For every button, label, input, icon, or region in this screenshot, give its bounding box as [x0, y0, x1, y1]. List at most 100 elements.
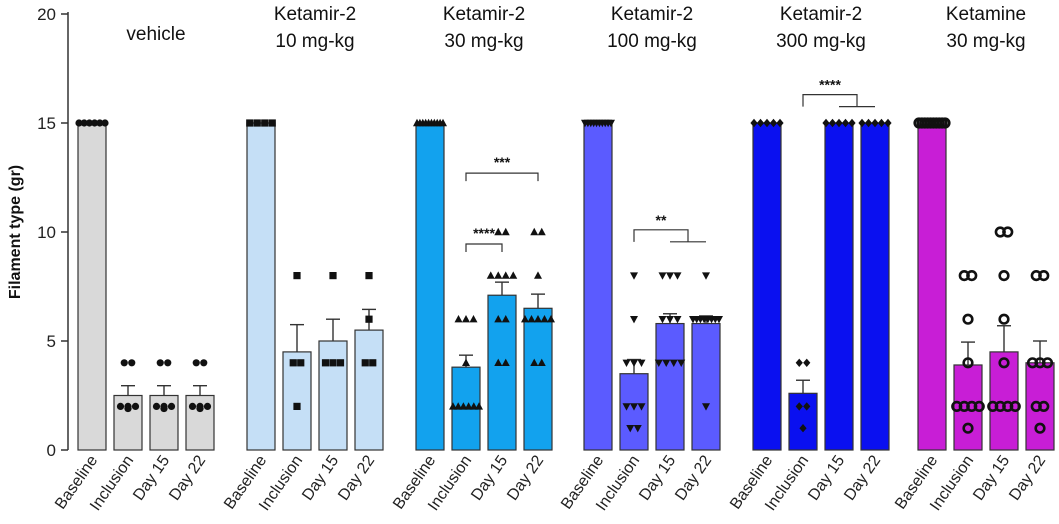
- significance-label: ****: [819, 77, 841, 93]
- data-point: [116, 402, 125, 410]
- data-point: [998, 357, 1010, 369]
- y-tick-label: 5: [47, 332, 56, 351]
- data-point: [200, 359, 208, 367]
- data-point: [962, 422, 974, 434]
- data-point: [293, 272, 301, 280]
- data-point: [822, 118, 830, 128]
- x-tick-label: Day 22: [841, 452, 884, 503]
- data-point: [501, 271, 510, 279]
- bar-baseline: [583, 122, 613, 451]
- data-point: [530, 358, 539, 366]
- bar-day-15: [824, 122, 854, 451]
- bar-baseline: [917, 122, 947, 451]
- y-axis: 0 5 10 15 20: [37, 5, 69, 460]
- bar-baseline: [415, 122, 445, 451]
- data-point: [803, 358, 811, 367]
- data-point: [91, 119, 99, 127]
- data-point: [973, 400, 985, 413]
- data-point: [537, 358, 546, 366]
- data-point: [622, 359, 631, 367]
- data-point: [630, 359, 638, 367]
- data-point: [1038, 400, 1050, 413]
- data-point: [365, 315, 373, 323]
- data-point: [530, 227, 539, 236]
- y-axis-label: Filament type (gr): [7, 165, 24, 299]
- data-point: [756, 118, 765, 128]
- data-point: [658, 272, 667, 280]
- data-point: [96, 119, 104, 127]
- data-point: [871, 118, 879, 128]
- data-point: [494, 358, 503, 366]
- group-label: Ketamir-2 300 mg-kg: [776, 4, 866, 52]
- significance-bracket: [633, 229, 706, 243]
- data-point: [101, 119, 109, 127]
- bar-baseline: [77, 122, 107, 451]
- data-point: [630, 403, 638, 411]
- data-point: [998, 313, 1010, 325]
- significance-bracket: [465, 172, 539, 182]
- data-point: [469, 315, 478, 323]
- data-point: [459, 402, 468, 410]
- data-point: [750, 118, 758, 128]
- data-point: [475, 402, 483, 410]
- group-label-line: Ketamir-2: [611, 4, 693, 25]
- group-label-line: 100 mg-kg: [607, 31, 697, 52]
- data-point: [509, 271, 518, 279]
- data-point: [626, 425, 635, 433]
- bar-inclusion: [788, 392, 818, 451]
- x-tick-label: Day 22: [672, 452, 715, 503]
- group-label: vehicle: [126, 24, 185, 45]
- group-label-line: Ketamine: [946, 4, 1026, 25]
- data-point: [669, 359, 678, 367]
- bar-day-22: [860, 122, 890, 451]
- data-point: [763, 118, 771, 128]
- bar-inclusion: [619, 373, 649, 451]
- data-point: [547, 315, 555, 323]
- data-point: [128, 359, 136, 367]
- bar-inclusion: [282, 351, 312, 451]
- group-label-line: 30 mg-kg: [946, 31, 1025, 52]
- data-point: [799, 424, 807, 433]
- x-tick-label: Day 15: [299, 452, 342, 503]
- data-point: [630, 272, 638, 280]
- bar-day-22: [691, 322, 721, 451]
- data-point: [454, 402, 463, 410]
- group-label-line: vehicle: [126, 24, 185, 45]
- data-point: [501, 315, 510, 323]
- x-tick-label: Day 15: [130, 452, 173, 503]
- data-point: [486, 271, 495, 279]
- x-tick-label: Day 22: [504, 452, 547, 503]
- bar-day-15: [655, 322, 685, 451]
- data-point: [289, 359, 297, 367]
- data-point: [622, 403, 631, 411]
- data-point: [192, 359, 200, 367]
- data-point: [293, 402, 301, 410]
- y-tick-label: 10: [37, 223, 56, 242]
- group-label-line: 30 mg-kg: [444, 31, 523, 52]
- x-tick-label: Day 15: [970, 452, 1013, 503]
- data-point: [702, 272, 710, 280]
- data-point: [1034, 422, 1046, 434]
- data-point: [828, 118, 837, 128]
- group-label: Ketamir-2 100 mg-kg: [607, 4, 697, 52]
- data-point: [469, 402, 478, 410]
- data-point: [361, 359, 369, 367]
- data-point: [795, 358, 803, 367]
- data-point: [803, 402, 811, 411]
- data-point: [321, 359, 330, 367]
- data-point: [156, 359, 164, 367]
- group-label-line: 10 mg-kg: [275, 31, 354, 52]
- data-point: [462, 315, 470, 323]
- data-point: [662, 359, 671, 367]
- data-point: [152, 402, 161, 410]
- data-point: [494, 315, 503, 323]
- data-point: [1009, 400, 1021, 413]
- data-point: [462, 358, 470, 366]
- x-tick-label: Day 22: [1006, 452, 1049, 503]
- data-point: [131, 402, 140, 410]
- x-tick-label: Day 15: [468, 452, 511, 503]
- data-point: [795, 402, 803, 411]
- group-label-line: Ketamir-2: [443, 4, 525, 25]
